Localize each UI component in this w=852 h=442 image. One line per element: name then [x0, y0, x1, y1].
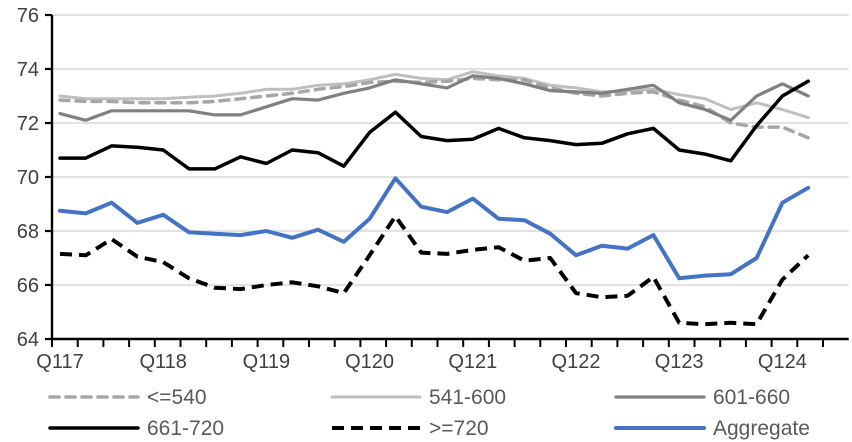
x-axis-tick-labels: Q117 Q118 Q119 Q120 Q121 Q122 Q123 Q124 — [36, 351, 807, 373]
legend-label--720: >=720 — [429, 417, 489, 440]
x-tick-label-Q117: Q117 — [36, 351, 83, 373]
series-line-601-660 — [58, 74, 810, 122]
y-axis-tick-labels: 64 66 68 70 72 74 76 — [17, 5, 39, 351]
x-tick-label-Q118: Q118 — [139, 351, 186, 373]
x-tick-label-Q122: Q122 — [552, 351, 601, 373]
x-tick-label-Q119: Q119 — [243, 351, 290, 373]
y-tick-label-68: 68 — [17, 221, 39, 243]
y-tick-label-64: 64 — [17, 329, 39, 351]
series-line--540 — [58, 76, 810, 140]
series-lines — [58, 70, 811, 327]
legend-label-601-660: 601-660 — [713, 386, 790, 409]
y-tick-label-72: 72 — [17, 113, 39, 135]
y-tick-label-66: 66 — [17, 275, 39, 297]
x-tick-label-Q124: Q124 — [758, 351, 807, 373]
series-line-661-720 — [58, 79, 810, 171]
series-line-aggregate — [58, 176, 811, 281]
gridlines — [52, 14, 849, 286]
legend-label--540: <=540 — [147, 386, 207, 409]
series-line-541-600 — [58, 70, 810, 120]
series-line--720 — [59, 214, 810, 327]
y-tick-label-76: 76 — [17, 5, 39, 27]
axes — [45, 13, 849, 347]
legend-label-661-720: 661-720 — [147, 417, 224, 440]
y-tick-label-74: 74 — [17, 59, 39, 81]
y-tick-label-70: 70 — [17, 167, 39, 189]
x-tick-label-Q121: Q121 — [448, 351, 497, 373]
legend-label-aggregate: Aggregate — [713, 417, 810, 440]
x-tick-label-Q120: Q120 — [345, 351, 394, 373]
chart-legend: <=540 541-600 601-660 661-720 >=720 Aggregate — [48, 386, 810, 440]
legend-label-541-600: 541-600 — [429, 386, 506, 409]
x-tick-label-Q123: Q123 — [655, 351, 704, 373]
